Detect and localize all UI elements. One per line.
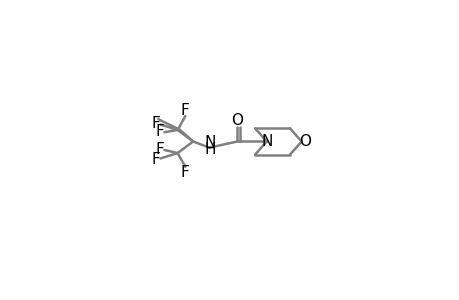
Text: H: H	[204, 142, 215, 158]
Text: F: F	[151, 116, 160, 131]
Text: F: F	[155, 124, 164, 139]
Text: F: F	[155, 142, 164, 157]
Text: F: F	[180, 165, 190, 180]
Text: O: O	[231, 113, 243, 128]
Text: F: F	[151, 152, 160, 167]
Text: F: F	[180, 103, 190, 118]
Text: N: N	[261, 134, 272, 149]
Text: N: N	[204, 135, 215, 150]
Text: O: O	[298, 134, 310, 149]
